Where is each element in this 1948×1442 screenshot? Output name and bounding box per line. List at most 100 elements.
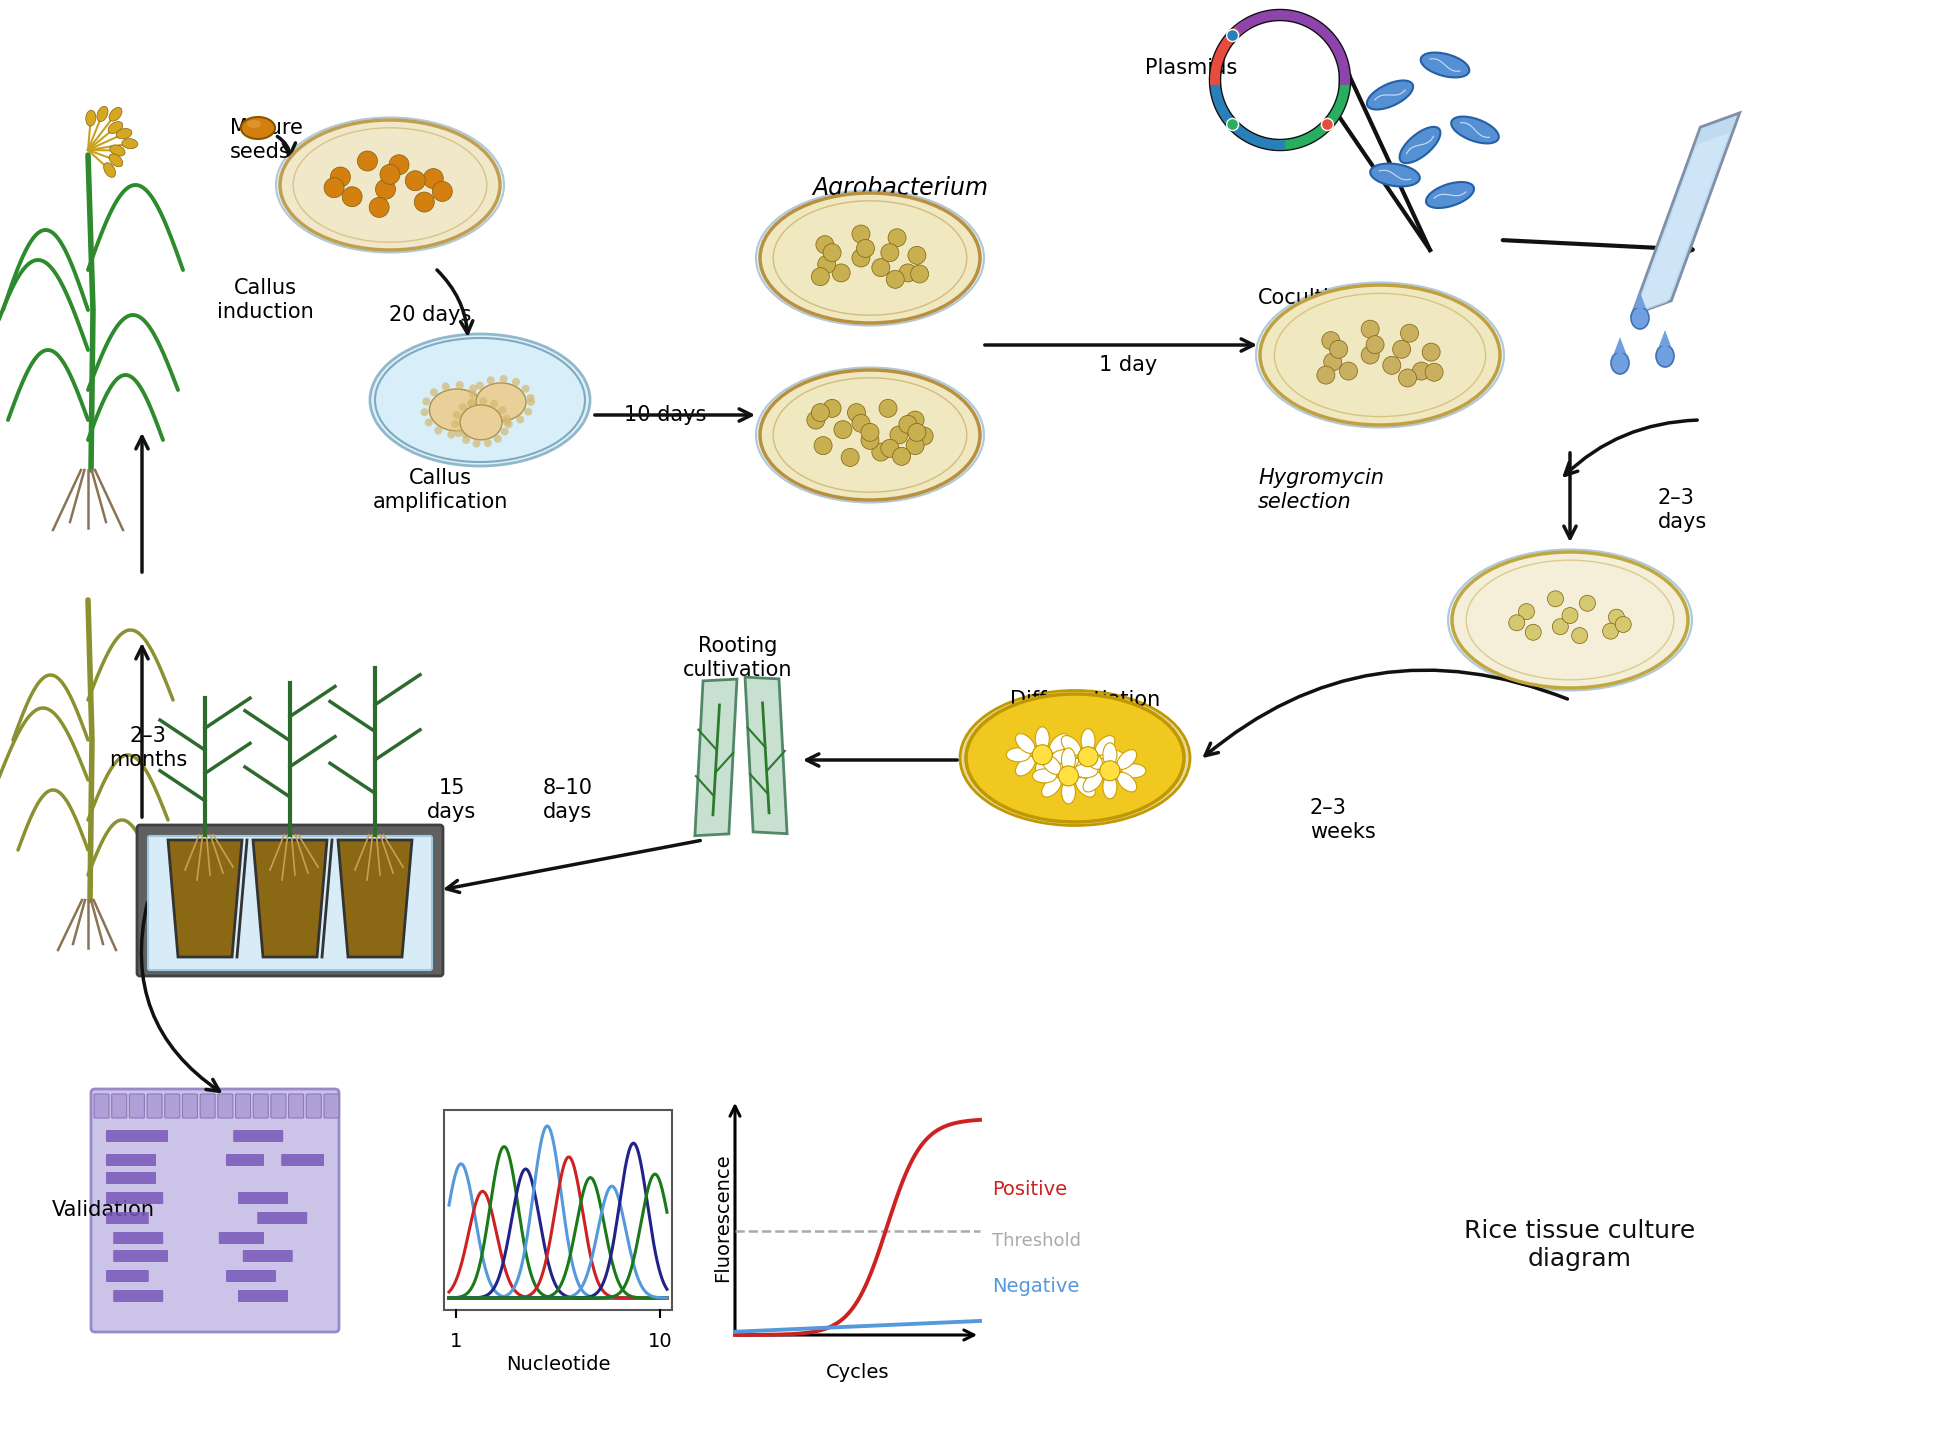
Text: Plasmids: Plasmids: [1143, 58, 1237, 78]
Circle shape: [1560, 607, 1578, 623]
Polygon shape: [1630, 112, 1740, 316]
FancyBboxPatch shape: [271, 1094, 286, 1118]
Text: Fluorescence: Fluorescence: [713, 1154, 732, 1282]
Ellipse shape: [1630, 307, 1648, 329]
Circle shape: [1393, 340, 1410, 358]
Text: Cycles: Cycles: [826, 1363, 888, 1381]
Circle shape: [1547, 591, 1562, 607]
Circle shape: [1401, 324, 1418, 342]
Circle shape: [810, 268, 830, 286]
Ellipse shape: [1611, 352, 1629, 373]
Circle shape: [886, 270, 904, 288]
Circle shape: [491, 421, 499, 428]
Circle shape: [1225, 29, 1239, 42]
Circle shape: [1412, 362, 1430, 381]
Circle shape: [898, 264, 916, 283]
Circle shape: [851, 414, 869, 433]
FancyBboxPatch shape: [244, 1250, 292, 1262]
Text: Mature
seeds: Mature seeds: [230, 118, 302, 162]
Ellipse shape: [1079, 769, 1105, 783]
Ellipse shape: [1447, 549, 1691, 691]
Circle shape: [1399, 369, 1416, 386]
Circle shape: [851, 225, 869, 244]
Ellipse shape: [1048, 756, 1069, 776]
Ellipse shape: [1040, 777, 1062, 797]
Ellipse shape: [429, 389, 485, 431]
FancyBboxPatch shape: [105, 1270, 148, 1282]
FancyBboxPatch shape: [218, 1094, 232, 1118]
Circle shape: [851, 249, 869, 267]
FancyBboxPatch shape: [253, 1094, 269, 1118]
Ellipse shape: [1369, 163, 1418, 186]
Ellipse shape: [1258, 286, 1500, 425]
Circle shape: [505, 420, 512, 428]
Text: Callus
induction: Callus induction: [216, 278, 314, 322]
Text: Callus
amplification: Callus amplification: [372, 469, 506, 512]
Circle shape: [880, 440, 898, 457]
Text: Hygromycin
selection: Hygromycin selection: [1256, 469, 1383, 512]
Circle shape: [1338, 362, 1358, 381]
FancyBboxPatch shape: [105, 1211, 148, 1224]
FancyBboxPatch shape: [281, 1154, 323, 1167]
Circle shape: [806, 411, 824, 430]
Circle shape: [1607, 609, 1623, 626]
Circle shape: [493, 435, 501, 443]
Circle shape: [475, 382, 483, 389]
Ellipse shape: [1040, 754, 1062, 774]
Ellipse shape: [1005, 748, 1030, 761]
Circle shape: [822, 244, 842, 261]
Circle shape: [368, 198, 390, 218]
Ellipse shape: [1075, 777, 1095, 797]
Text: Differentiation: Differentiation: [1009, 691, 1159, 709]
Ellipse shape: [1122, 764, 1145, 777]
Circle shape: [916, 427, 933, 446]
Text: 10 days: 10 days: [623, 405, 705, 425]
Circle shape: [1099, 761, 1120, 780]
Text: Positive: Positive: [992, 1180, 1068, 1198]
FancyBboxPatch shape: [105, 1131, 168, 1142]
FancyBboxPatch shape: [105, 1193, 164, 1204]
Circle shape: [1551, 619, 1568, 634]
Ellipse shape: [123, 138, 138, 149]
Circle shape: [473, 425, 481, 433]
Circle shape: [842, 448, 859, 466]
Text: Agrobacterium: Agrobacterium: [812, 176, 988, 200]
Circle shape: [861, 424, 879, 441]
Circle shape: [1508, 614, 1523, 630]
Text: 2–3
weeks: 2–3 weeks: [1309, 799, 1375, 842]
FancyBboxPatch shape: [236, 1094, 251, 1118]
Circle shape: [469, 389, 477, 398]
FancyBboxPatch shape: [94, 1094, 109, 1118]
Circle shape: [1329, 340, 1346, 358]
FancyBboxPatch shape: [226, 1270, 277, 1282]
Ellipse shape: [109, 154, 123, 167]
Circle shape: [425, 418, 432, 427]
Circle shape: [380, 164, 399, 185]
Ellipse shape: [1073, 764, 1097, 777]
Text: 15
days: 15 days: [427, 779, 477, 822]
Polygon shape: [1613, 337, 1625, 353]
Ellipse shape: [277, 117, 505, 252]
Ellipse shape: [1451, 117, 1498, 143]
Circle shape: [880, 244, 898, 261]
Circle shape: [906, 437, 923, 454]
Circle shape: [343, 186, 362, 206]
Circle shape: [892, 447, 910, 466]
Circle shape: [1381, 356, 1401, 375]
Ellipse shape: [1032, 769, 1056, 783]
Text: 2–3
days: 2–3 days: [1658, 489, 1706, 532]
FancyBboxPatch shape: [306, 1094, 321, 1118]
FancyBboxPatch shape: [146, 1094, 162, 1118]
Circle shape: [442, 382, 450, 391]
Circle shape: [524, 408, 532, 415]
Circle shape: [816, 235, 834, 254]
Text: 1 day: 1 day: [1099, 355, 1157, 375]
Circle shape: [810, 404, 830, 421]
Circle shape: [323, 177, 345, 198]
Ellipse shape: [97, 107, 107, 121]
Circle shape: [462, 430, 469, 438]
Ellipse shape: [1015, 756, 1034, 776]
Circle shape: [818, 255, 836, 274]
FancyBboxPatch shape: [238, 1193, 288, 1204]
Ellipse shape: [1451, 552, 1687, 688]
